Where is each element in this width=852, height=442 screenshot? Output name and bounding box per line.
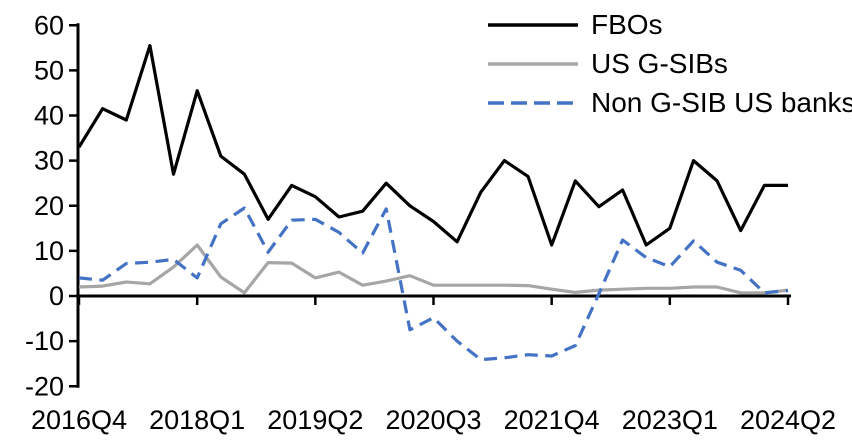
y-tick-label: 10: [34, 236, 64, 266]
legend-item-fbos: FBOs: [488, 5, 852, 44]
legend-line-dashed-blue-icon: [488, 100, 578, 105]
legend-line-solid-black-icon: [488, 22, 578, 27]
y-tick-label: 20: [34, 191, 64, 221]
y-tick-label: 60: [34, 10, 64, 40]
y-tick-label: 40: [34, 101, 64, 131]
x-tick-label: 2020Q3: [385, 405, 481, 435]
legend-label: FBOs: [591, 8, 663, 40]
x-tick-label: 2018Q1: [149, 405, 245, 435]
x-tick-label: 2016Q4: [31, 405, 127, 435]
y-tick-label: 0: [49, 281, 64, 311]
legend-item-us-gsibs: US G-SIBs: [488, 44, 852, 83]
legend: FBOs US G-SIBs Non G-SIB US banks: [488, 5, 852, 122]
y-tick-label: 50: [34, 55, 64, 85]
series-line-non-g-sib-us-banks: [78, 206, 789, 362]
series-line-fbos: [77, 43, 788, 247]
x-tick-label: 2021Q4: [504, 405, 600, 435]
series-line-us-g-sibs: [78, 243, 789, 295]
legend-line-solid-gray-icon: [488, 61, 578, 66]
legend-item-non-gsib-us-banks: Non G-SIB US banks: [488, 83, 852, 122]
x-tick-label: 2024Q2: [740, 405, 836, 435]
y-tick-label: -20: [25, 371, 64, 401]
y-tick-label: -10: [25, 326, 64, 356]
y-tick-label: 30: [34, 146, 64, 176]
legend-label: US G-SIBs: [591, 47, 728, 79]
x-tick-label: 2023Q1: [622, 405, 718, 435]
legend-label: Non G-SIB US banks: [591, 86, 852, 118]
x-tick-label: 2019Q2: [267, 405, 363, 435]
